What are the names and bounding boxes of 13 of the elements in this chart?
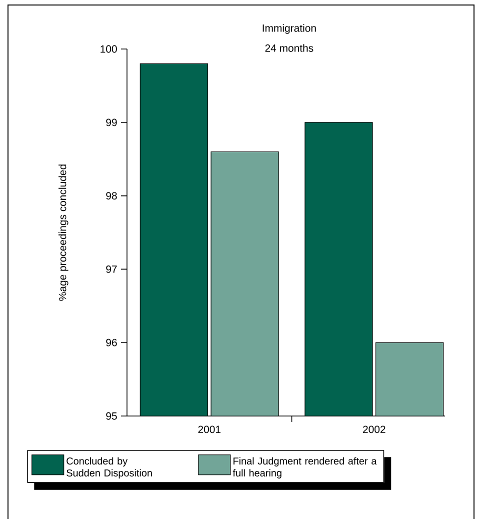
legend-label: Final Judgment rendered after a full hearing <box>232 457 377 478</box>
chart-title: Immigration <box>262 24 316 34</box>
y-tick-label: 99 <box>106 118 117 126</box>
x-tick-label: 2001 <box>198 426 220 434</box>
y-tick-label: 95 <box>106 412 117 420</box>
y-tick-label: 98 <box>106 192 117 200</box>
chart-subtitle: 24 months <box>265 44 314 52</box>
y-tick-label: 97 <box>106 266 117 273</box>
x-tick-label: 2002 <box>363 426 386 434</box>
y-tick-label: 96 <box>106 338 117 346</box>
y-tick-label: 100 <box>100 45 117 53</box>
legend-label: Concluded by Sudden Disposition <box>66 457 152 478</box>
y-axis-title: %age proceedings concluded <box>58 164 68 301</box>
